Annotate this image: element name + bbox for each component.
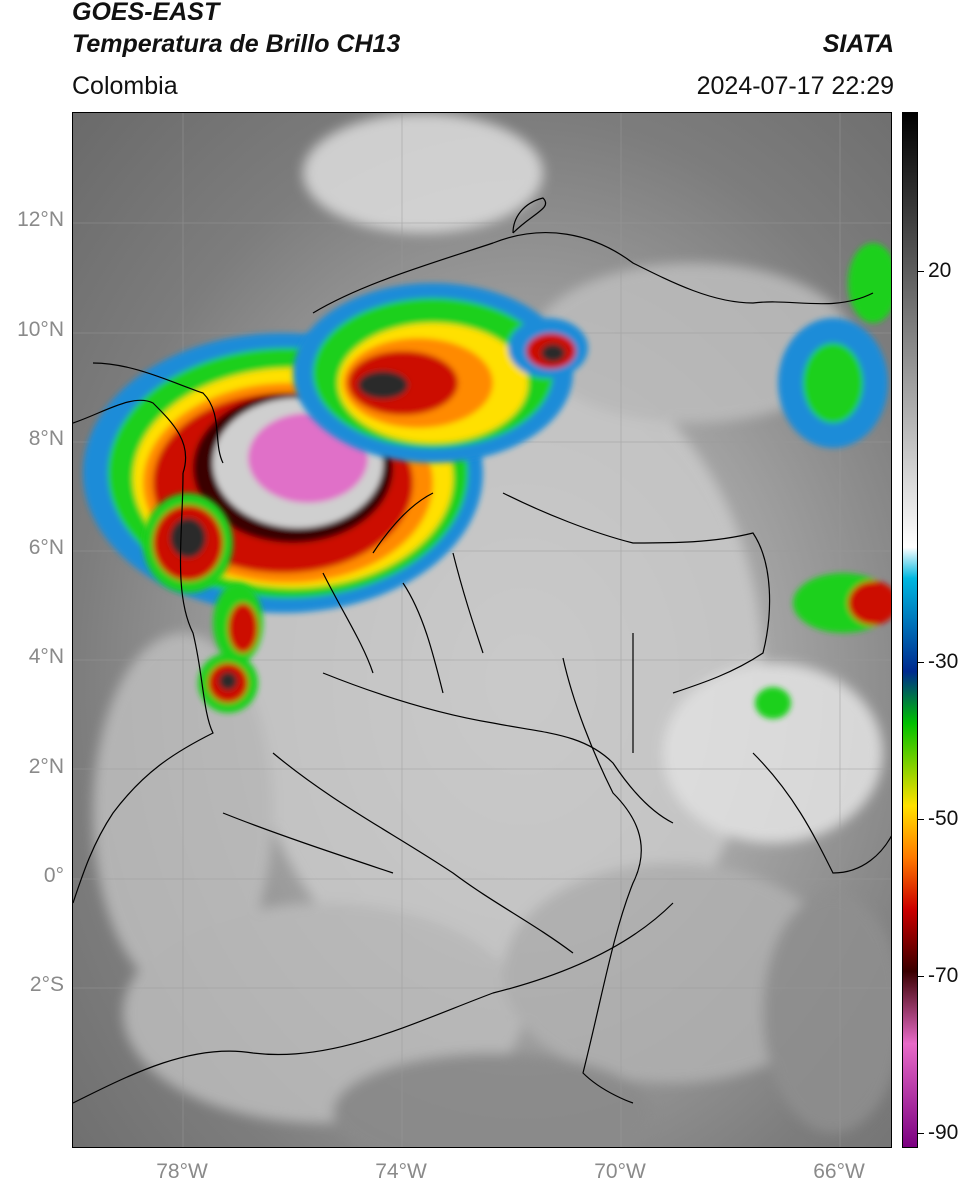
lat-label: 12°N <box>17 208 64 231</box>
lat-label: 10°N <box>17 318 64 341</box>
colorbar-tick <box>918 1133 924 1134</box>
caribbean-band <box>293 283 588 463</box>
lat-label: 2°N <box>28 755 64 778</box>
eastern-cells <box>755 243 891 719</box>
colorbar-tick <box>918 271 924 272</box>
political-borders <box>73 197 891 1104</box>
lat-label: 6°N <box>28 536 64 559</box>
brand-label: SIATA <box>822 30 894 58</box>
colorbar-label: 20 <box>928 259 952 282</box>
timestamp-label: 2024-07-17 22:29 <box>696 72 894 100</box>
product-title-line2: Temperatura de Brillo CH13 <box>72 30 401 58</box>
colorbar-tick <box>918 819 924 820</box>
region-label: Colombia <box>72 72 178 100</box>
colorbar-tick <box>918 662 924 663</box>
lat-label: 0° <box>43 864 64 887</box>
colorbar-label: -50 <box>928 807 959 830</box>
temperature-colorbar <box>902 112 918 1148</box>
lat-label: 8°N <box>28 427 64 450</box>
lon-label: 78°W <box>156 1160 208 1183</box>
map-canvas <box>73 113 891 1147</box>
colorbar-label: -70 <box>928 964 959 987</box>
lat-label: 4°N <box>28 645 64 668</box>
colorbar-tick <box>918 976 924 977</box>
satellite-map[interactable] <box>72 112 892 1148</box>
lon-label: 74°W <box>375 1160 427 1183</box>
product-title-line1: GOES-EAST <box>72 0 220 26</box>
lon-label: 70°W <box>594 1160 646 1183</box>
lon-label: 66°W <box>813 1160 865 1183</box>
pacific-coast-cells <box>143 493 263 713</box>
colorbar-label: -90 <box>928 1121 959 1144</box>
colorbar-label: -30 <box>928 650 959 673</box>
lat-label: 2°S <box>29 973 64 996</box>
